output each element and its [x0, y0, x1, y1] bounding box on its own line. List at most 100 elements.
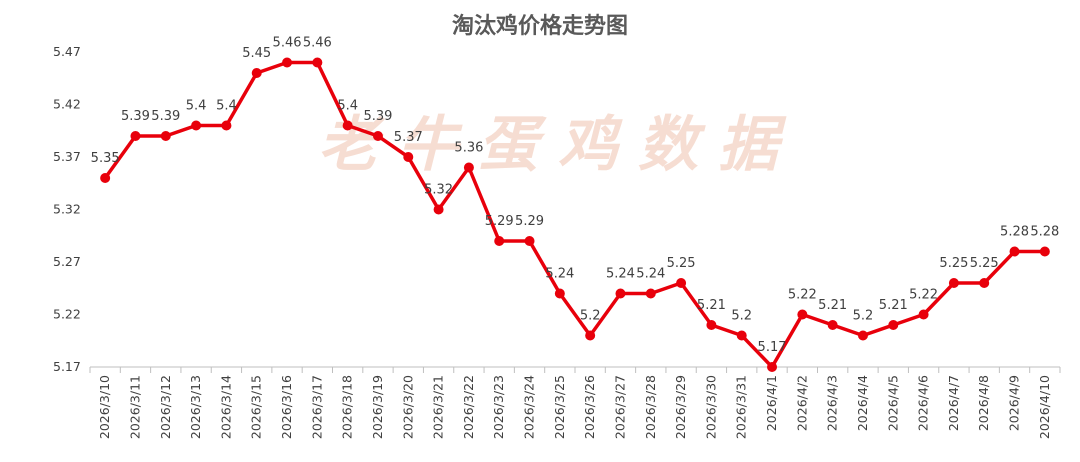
data-point: [403, 152, 414, 162]
data-label: 5.21: [879, 298, 908, 313]
data-label: 5.35: [91, 151, 120, 166]
x-tick-label: 2026/3/24: [522, 375, 537, 439]
data-label: 5.39: [363, 109, 392, 124]
series-line: [103, 60, 1045, 369]
data-label: 5.22: [788, 288, 817, 303]
series-line-group: [100, 57, 1050, 372]
x-tick-label: 2026/4/10: [1037, 375, 1052, 439]
data-label: 5.17: [758, 340, 787, 355]
data-label: 5.39: [121, 109, 150, 124]
x-tick-label: 2026/3/21: [431, 375, 446, 439]
data-point: [827, 320, 838, 330]
data-point: [494, 236, 505, 246]
watermark: 老牛蛋鸡数据: [318, 110, 798, 180]
data-point: [767, 362, 778, 372]
y-tick-label: 5.17: [53, 359, 81, 374]
x-tick-label: 2026/4/2: [794, 375, 809, 431]
y-tick-label: 5.27: [53, 254, 81, 269]
data-label: 5.4: [337, 99, 358, 114]
x-tick-label: 2026/3/31: [734, 375, 749, 439]
x-tick-label: 2026/3/28: [643, 375, 658, 439]
y-tick-label: 5.47: [53, 44, 81, 59]
data-label: 5.45: [242, 46, 271, 61]
y-tick-label: 5.37: [53, 149, 81, 164]
data-label: 5.4: [186, 99, 207, 114]
data-point: [191, 120, 202, 131]
data-label: 5.24: [636, 267, 665, 282]
x-tick-label: 2026/3/19: [370, 375, 385, 439]
x-tick-label: 2026/4/9: [1007, 375, 1022, 431]
x-tick-label: 2026/3/18: [340, 375, 355, 439]
x-tick-label: 2026/4/3: [825, 375, 840, 431]
y-tick-label: 5.42: [53, 97, 81, 112]
data-label: 5.22: [909, 288, 938, 303]
x-tick-label: 2026/4/4: [855, 375, 870, 431]
x-tick-label: 2026/3/17: [309, 375, 324, 439]
x-tick-label: 2026/3/12: [158, 375, 173, 439]
data-label: 5.24: [606, 267, 635, 282]
data-label: 5.21: [697, 298, 726, 313]
data-label: 5.39: [151, 109, 180, 124]
data-label: 5.2: [853, 309, 874, 324]
x-tick-label: 2026/3/30: [703, 375, 718, 439]
data-label: 5.25: [667, 256, 696, 271]
x-tick-label: 2026/4/5: [885, 375, 900, 431]
data-label: 5.2: [731, 309, 752, 324]
x-tick-label: 2026/3/13: [188, 375, 203, 439]
data-point: [372, 131, 383, 141]
data-point: [888, 320, 899, 330]
data-point: [676, 278, 687, 288]
data-label: 5.37: [394, 130, 423, 145]
data-labels-group: 5.355.39 5.395.4 5.45.455.46 5.465.45.395.3…: [91, 36, 1060, 356]
data-point: [463, 162, 474, 173]
x-tick-label: 2026/3/16: [279, 375, 294, 439]
x-tick-label: 2026/3/25: [552, 375, 567, 439]
data-point: [221, 120, 232, 131]
data-point: [615, 288, 626, 299]
data-label: 5.29: [485, 214, 514, 229]
x-tick-label: 2026/3/29: [673, 375, 688, 439]
data-point: [100, 173, 111, 183]
x-tick-label: 2026/3/15: [249, 375, 264, 439]
data-point: [948, 278, 959, 288]
data-point: [251, 68, 262, 78]
data-point: [645, 288, 656, 299]
x-tick-label: 2026/3/26: [582, 375, 597, 439]
data-label: 5.46: [303, 36, 332, 51]
data-point: [342, 120, 353, 131]
x-tick-label: 2026/3/10: [97, 375, 112, 439]
x-tick-label: 2026/4/7: [946, 375, 961, 431]
data-label: 5.21: [818, 298, 847, 313]
data-point: [797, 309, 808, 320]
x-tick-label: 2026/3/14: [218, 375, 233, 439]
data-point: [433, 204, 444, 215]
data-point: [857, 330, 868, 341]
x-tick-label: 2026/3/20: [400, 375, 415, 439]
data-point: [554, 288, 565, 299]
y-tick-label: 5.22: [53, 307, 81, 322]
data-label: 5.36: [454, 141, 483, 156]
data-point: [585, 330, 596, 341]
x-tick-label: 2026/3/22: [461, 375, 476, 439]
data-point: [160, 131, 171, 141]
chart-axes: 5.17 5.22 5.27 5.32 5.37 5.42 5.47 2026/3/10 202…: [53, 44, 1061, 439]
data-label: 5.32: [424, 183, 453, 198]
data-point: [524, 236, 535, 246]
x-tick-label: 2026/4/6: [916, 375, 931, 431]
data-point: [706, 320, 717, 330]
data-label: 5.25: [939, 256, 968, 271]
data-label: 5.4: [216, 99, 237, 114]
x-tick-label: 2026/4/8: [976, 375, 991, 431]
data-point: [312, 57, 323, 68]
x-tick-label: 2026/3/27: [612, 375, 627, 439]
data-point: [918, 309, 929, 320]
data-point: [1039, 246, 1050, 257]
data-label: 5.24: [545, 267, 574, 282]
data-label: 5.29: [515, 214, 544, 229]
data-label: 5.28: [1030, 225, 1059, 240]
x-tick-label: 2026/3/23: [491, 375, 506, 439]
data-point: [1009, 246, 1020, 257]
data-label: 5.46: [273, 36, 302, 51]
